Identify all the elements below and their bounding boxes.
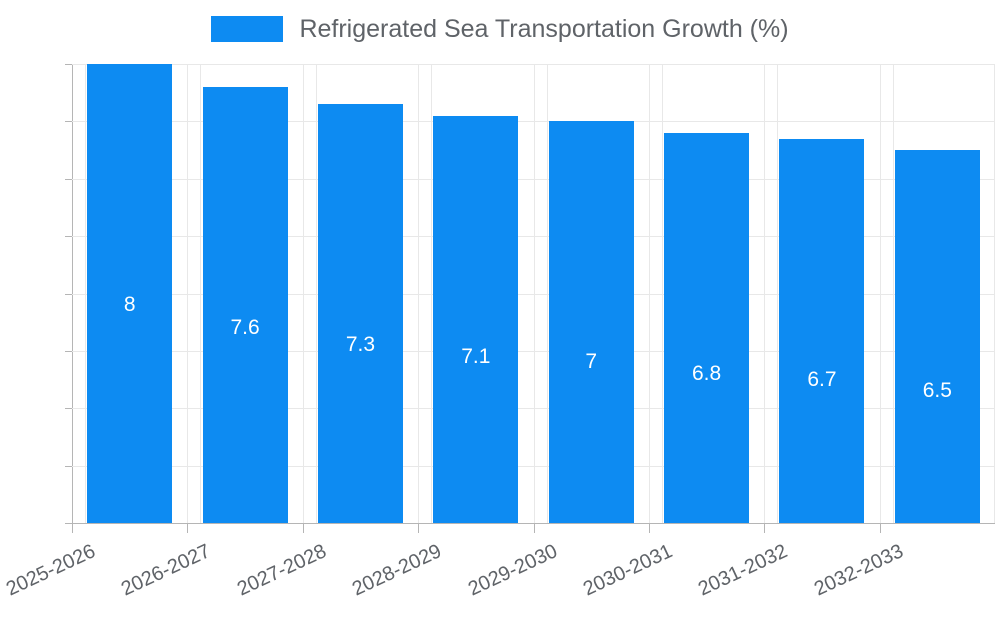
bar[interactable]: 7.6 (202, 86, 288, 523)
bar-chart: Refrigerated Sea Transportation Growth (… (0, 10, 1000, 601)
x-gridline-minor (893, 64, 894, 523)
x-axis-tick-label: 2029-2030 (464, 540, 561, 601)
x-axis-tick-label: 2030-2031 (579, 540, 676, 601)
bar[interactable]: 6.5 (894, 150, 980, 523)
y-gridline (72, 408, 995, 410)
y-tick-mark (65, 236, 72, 238)
y-tick-mark (65, 178, 72, 180)
x-gridline (764, 64, 765, 523)
bar-value-label: 6.7 (807, 367, 837, 391)
legend-label: Refrigerated Sea Transportation Growth (… (299, 14, 789, 43)
x-tick-mark (880, 523, 881, 533)
y-gridline (72, 293, 995, 295)
bar[interactable]: 6.8 (664, 132, 750, 523)
x-gridline-minor (200, 64, 201, 523)
bar[interactable]: 7.1 (433, 115, 519, 523)
bar-value-label: 7.6 (230, 315, 260, 339)
x-gridline-minor (662, 64, 663, 523)
y-tick-mark (65, 465, 72, 467)
y-tick-mark (65, 121, 72, 123)
x-tick-mark (649, 523, 650, 533)
x-gridline (187, 64, 188, 523)
plot-area: 01234567882025-20267.62026-20277.32027-2… (3, 64, 995, 600)
bar[interactable]: 7.3 (317, 104, 403, 523)
y-gridline (72, 350, 995, 352)
y-tick-mark (65, 523, 72, 524)
x-gridline (534, 64, 535, 523)
x-axis-tick-label: 2028-2029 (349, 540, 445, 601)
x-gridline (649, 64, 650, 523)
y-tick-mark (65, 350, 72, 352)
x-tick-mark (764, 523, 765, 533)
chart-legend: Refrigerated Sea Transportation Growth (… (0, 10, 1000, 48)
legend-color-swatch (211, 16, 284, 42)
bar-value-label: 7.1 (461, 344, 491, 368)
x-tick-mark (187, 523, 188, 533)
x-gridline-minor (547, 64, 548, 523)
x-axis-tick-label: 2027-2028 (233, 540, 330, 601)
y-tick-mark (65, 293, 72, 295)
y-tick-mark (65, 64, 72, 65)
y-tick-mark (65, 408, 72, 410)
y-gridline (72, 465, 995, 467)
x-tick-mark (534, 523, 535, 533)
x-axis-line (72, 523, 995, 524)
bar[interactable]: 6.7 (779, 138, 865, 523)
x-gridline (303, 64, 304, 523)
bar-value-label: 6.8 (691, 361, 722, 385)
bar[interactable]: 7 (548, 121, 634, 523)
y-gridline (72, 64, 995, 65)
x-gridline-minor (85, 64, 86, 523)
x-gridline-minor (431, 64, 432, 523)
bar-value-label: 7 (585, 350, 598, 374)
x-gridline (418, 64, 419, 523)
bar-value-label: 8 (123, 293, 136, 316)
x-tick-mark (72, 523, 73, 533)
y-gridline (72, 178, 995, 180)
x-tick-mark (303, 523, 304, 533)
x-gridline-minor (316, 64, 317, 523)
x-tick-mark (418, 523, 419, 533)
x-axis-tick-label: 2031-2032 (695, 540, 792, 601)
bar[interactable]: 8 (87, 64, 173, 523)
y-gridline (72, 236, 995, 238)
x-axis-tick-label: 2026-2027 (118, 540, 215, 601)
y-gridline (72, 121, 995, 123)
x-axis-tick-label: 2032-2033 (810, 540, 907, 601)
x-gridline-minor (777, 64, 778, 523)
bar-value-label: 6.5 (922, 379, 952, 403)
bar-value-label: 7.3 (345, 333, 376, 357)
x-gridline (880, 64, 881, 523)
